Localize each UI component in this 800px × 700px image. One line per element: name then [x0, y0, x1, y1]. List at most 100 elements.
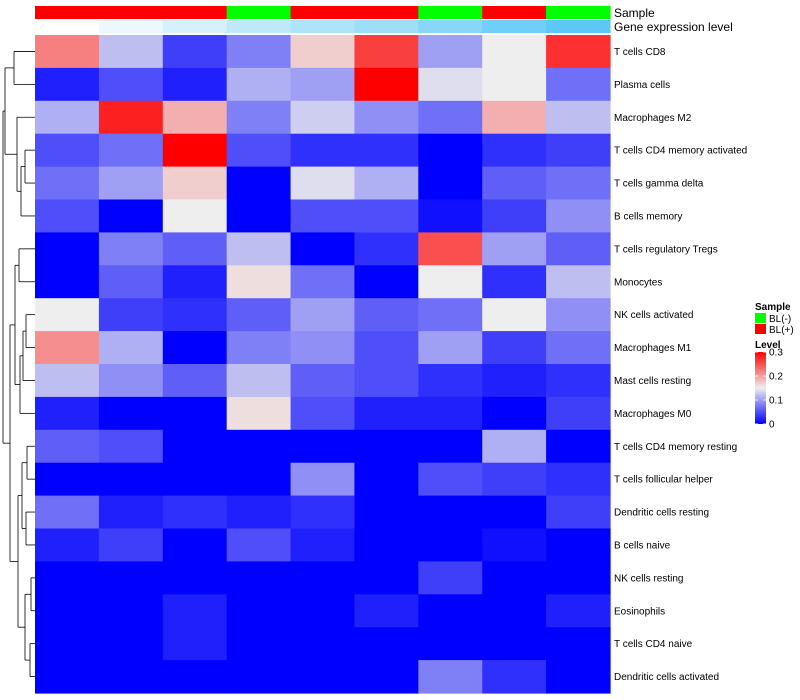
level-tick-label: 0: [769, 420, 775, 431]
heatmap-cell: [226, 364, 292, 398]
heatmap-cell: [226, 528, 292, 562]
sample-annotation-cell: [546, 6, 611, 19]
heatmap-cell: [546, 35, 611, 69]
heatmap-cell: [354, 364, 419, 398]
heatmap-cell: [546, 561, 611, 595]
row-label: B cells naive: [614, 540, 671, 551]
level-color-bar: [755, 352, 766, 424]
heatmap-cell: [418, 35, 483, 69]
row-label: NK cells activated: [614, 310, 693, 321]
heatmap-cell: [98, 528, 164, 562]
heatmap-cell: [290, 396, 356, 431]
heatmap-cell: [418, 561, 483, 595]
heatmap-cell: [226, 199, 292, 233]
heatmap-cell: [482, 199, 547, 233]
heatmap-cell: [35, 364, 100, 398]
heatmap-cell: [546, 100, 611, 135]
level-tick-label: 0.1: [769, 396, 783, 407]
heatmap-cell: [226, 396, 292, 431]
heatmap-cell: [226, 166, 292, 201]
heatmap-cell: [226, 298, 292, 332]
gene-expression-annotation-cell: [482, 20, 547, 33]
heatmap-cell: [162, 133, 228, 168]
sample-legend: Sample BL(-) BL(+): [755, 302, 794, 336]
heatmap-cell: [482, 528, 547, 562]
heatmap-cell: [418, 364, 483, 398]
row-label: Eosinophils: [614, 606, 665, 617]
heatmap-cell: [546, 298, 611, 332]
heatmap-cell: [290, 100, 356, 135]
legend-swatch-bl-pos: [755, 324, 766, 334]
heatmap-cell: [35, 67, 100, 102]
heatmap-cell: [162, 100, 228, 135]
heatmap-cell: [354, 594, 419, 628]
heatmap-cell: [418, 495, 483, 530]
heatmap-cell: [226, 100, 292, 135]
row-label: T cells CD4 naive: [614, 639, 693, 650]
heatmap-cell: [35, 396, 100, 431]
heatmap-cell: [482, 429, 547, 464]
heatmap-cell: [35, 298, 100, 332]
heatmap-cell: [226, 265, 292, 299]
heatmap-cell: [162, 199, 228, 233]
gene-expression-annotation-cell: [98, 20, 164, 33]
heatmap-cell: [226, 594, 292, 628]
heatmap-cell: [482, 232, 547, 266]
heatmap-cell: [546, 627, 611, 661]
heatmap-cell: [418, 429, 483, 464]
heatmap-cell: [354, 462, 419, 497]
heatmap-cell: [226, 495, 292, 530]
heatmap-cell: [418, 462, 483, 497]
row-labels: T cells CD8 Plasma cells Macrophages M2 T c…: [614, 47, 747, 683]
heatmap-cell: [354, 100, 419, 135]
heatmap-cell: [226, 232, 292, 266]
row-label: B cells memory: [614, 211, 682, 222]
heatmap-cell: [290, 561, 356, 595]
row-label: Macrophages M1: [614, 343, 692, 354]
gene-expression-annotation-bar: [35, 20, 611, 33]
heatmap-cell: [418, 133, 483, 168]
gene-expression-annotation-cell: [546, 20, 611, 33]
heatmap-cell: [546, 199, 611, 233]
heatmap-cell: [546, 232, 611, 266]
heatmap-cell: [354, 232, 419, 266]
heatmap-cell: [290, 627, 356, 661]
heatmap-cell: [226, 67, 292, 102]
heatmap-cell: [35, 462, 100, 497]
heatmap-cell: [482, 561, 547, 595]
heatmap-cell: [290, 35, 356, 69]
row-label: Mast cells resting: [614, 376, 691, 387]
heatmap-cell: [482, 594, 547, 628]
heatmap-cell: [98, 133, 164, 168]
heatmap-cell: [98, 627, 164, 661]
heatmap-cell: [98, 429, 164, 464]
heatmap-cell: [290, 364, 356, 398]
heatmap-cell: [35, 199, 100, 233]
heatmap-cell: [35, 166, 100, 201]
heatmap-cell: [35, 660, 100, 694]
heatmap-cell: [290, 199, 356, 233]
heatmap-cell: [35, 495, 100, 530]
heatmap-cell: [354, 627, 419, 661]
gene-expression-annotation-cell: [162, 20, 228, 33]
heatmap-cell: [162, 528, 228, 562]
heatmap-cell: [418, 396, 483, 431]
heatmap-cell: [482, 100, 547, 135]
heatmap-cell: [162, 627, 228, 661]
heatmap-cell: [162, 35, 228, 69]
heatmap-cell: [546, 429, 611, 464]
heatmap-cell: [418, 660, 483, 694]
row-dendrogram: [2, 51, 35, 677]
level-tick-label: 0.2: [769, 372, 783, 383]
heatmap-cell: [354, 35, 419, 69]
row-label: T cells CD4 memory resting: [614, 442, 737, 453]
heatmap-cell: [546, 67, 611, 102]
level-legend-ticks: 0.3 0.2 0.1 0: [755, 348, 783, 431]
heatmap-cell: [162, 364, 228, 398]
legend-label-bl-pos: BL(+): [769, 325, 794, 336]
heatmap-cell: [35, 528, 100, 562]
heatmap-cell: [418, 199, 483, 233]
heatmap-cell: [354, 495, 419, 530]
heatmap-cell: [546, 265, 611, 299]
sample-annotation-cell: [98, 6, 164, 19]
